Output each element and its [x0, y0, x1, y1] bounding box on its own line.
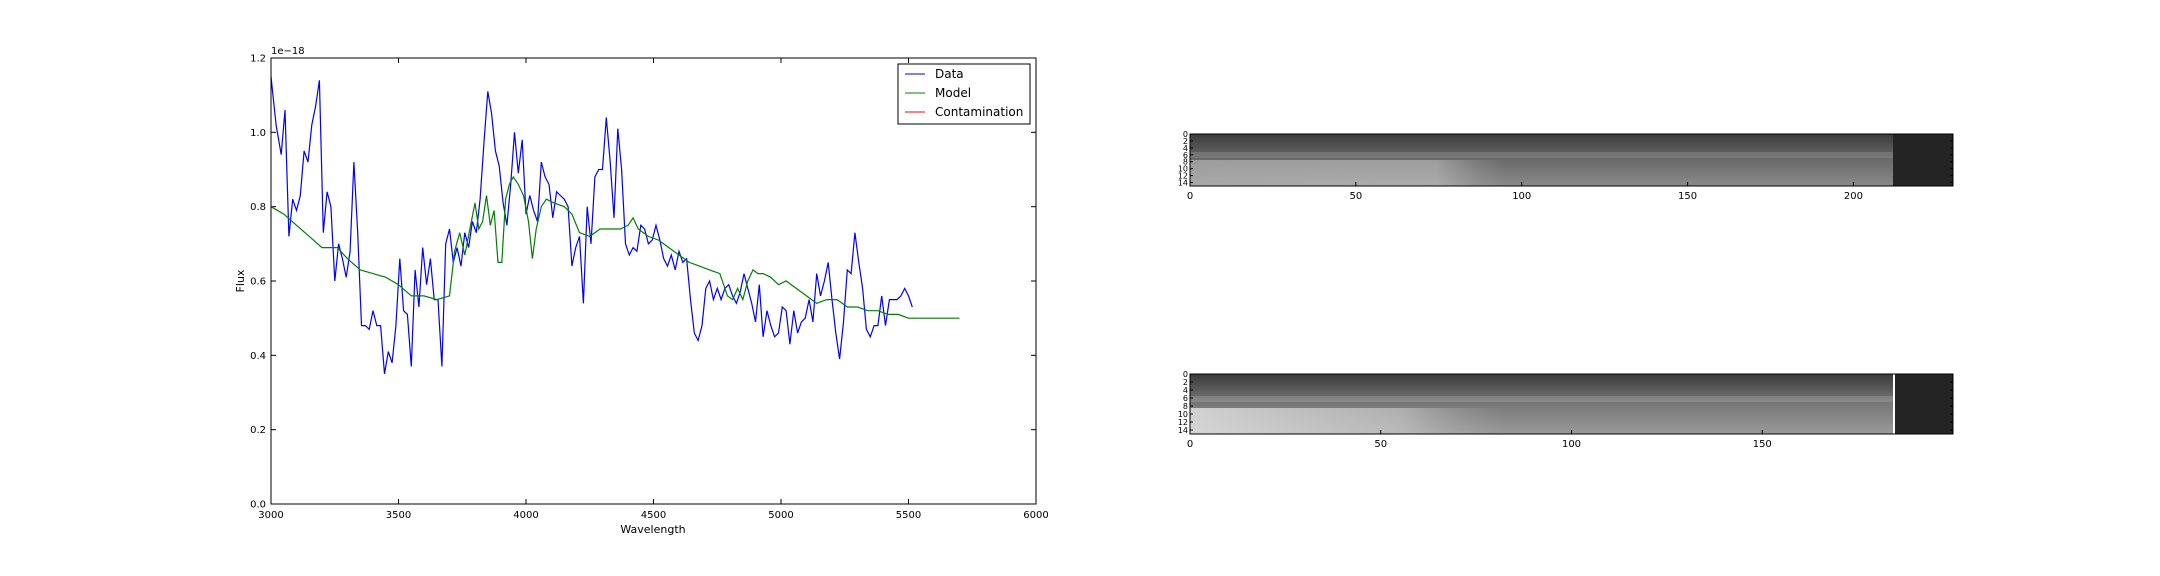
- y-tick-label: 0.2: [250, 425, 266, 436]
- x-tick-label: 5000: [768, 510, 793, 521]
- y-axis-label: Flux: [234, 269, 247, 292]
- image-x-tick-label: 50: [1374, 439, 1387, 450]
- y-tick-label: 0.6: [250, 277, 266, 288]
- y-tick-label: 0.4: [250, 351, 266, 362]
- upper-image-glow: [1190, 160, 1893, 186]
- image-y-tick-label: 14: [1178, 179, 1188, 188]
- y-tick-label: 1.2: [250, 54, 266, 65]
- image-y-tick-label: 10: [1178, 410, 1188, 419]
- x-tick-label: 3000: [258, 510, 283, 521]
- image-x-tick-label: 50: [1350, 191, 1363, 202]
- spectrum-series: [270, 76, 960, 375]
- y-tick-label: 0.0: [250, 500, 266, 511]
- legend-label-data: Data: [935, 67, 964, 81]
- lower-image-faint-band: [1190, 396, 1893, 402]
- upper-image-dark-edge: [1893, 134, 1953, 186]
- series-line-model: [270, 175, 960, 319]
- spectrum-ticks: 3000 3500 4000 4500 5000 5500 6000 0.0 0.2 0.4 0.6…: [250, 54, 1049, 522]
- y-tick-label: 1.0: [250, 128, 266, 139]
- legend-label-contamination: Contamination: [935, 105, 1023, 119]
- image-y-tick-label: 8: [1183, 402, 1188, 411]
- image-x-tick-label: 0: [1187, 439, 1193, 450]
- image-y-tick-label: 4: [1183, 386, 1188, 395]
- image-y-tick-label: 14: [1178, 426, 1188, 435]
- image-y-tick-label: 0: [1183, 370, 1188, 379]
- upper-image-faint-band: [1190, 152, 1893, 158]
- image-y-tick-label: 4: [1183, 144, 1188, 153]
- x-axis-label: Wavelength: [620, 523, 685, 536]
- image-y-tick-label: 8: [1183, 158, 1188, 167]
- x-tick-label: 4000: [513, 510, 538, 521]
- image-x-tick-label: 150: [1753, 439, 1772, 450]
- image-x-tick-label: 100: [1512, 191, 1531, 202]
- legend: Data Model Contamination: [897, 63, 1031, 125]
- image-y-tick-label: 10: [1178, 165, 1188, 174]
- y-offset-text: 1e−18: [271, 46, 305, 57]
- x-tick-label: 3500: [386, 510, 411, 521]
- image-x-tick-label: 0: [1187, 191, 1193, 202]
- y-tick-label: 0.8: [250, 202, 266, 213]
- upper-image-frame: [1189, 133, 1954, 187]
- x-tick-label: 4500: [641, 510, 666, 521]
- x-tick-label: 5500: [896, 510, 921, 521]
- image-y-tick-label: 6: [1183, 394, 1188, 403]
- image-y-tick-label: 0: [1183, 130, 1188, 139]
- image-y-tick-label: 2: [1183, 137, 1188, 146]
- image-y-tick-label: 2: [1183, 378, 1188, 387]
- x-tick-label: 6000: [1023, 510, 1048, 521]
- image-y-tick-label: 6: [1183, 151, 1188, 160]
- image-y-tick-label: 12: [1178, 418, 1188, 427]
- image-x-tick-label: 200: [1844, 191, 1863, 202]
- image-y-tick-label: 12: [1178, 172, 1188, 181]
- spectrum-panel: 3000 3500 4000 4500 5000 5500 6000 0.0 0.2 0.4 0.6…: [234, 46, 1049, 536]
- spectrum-axes-frame: [270, 57, 1037, 505]
- image-x-tick-label: 100: [1562, 439, 1581, 450]
- image-x-tick-label: 150: [1678, 191, 1697, 202]
- legend-label-model: Model: [935, 86, 971, 100]
- lower-image-dark-edge: [1895, 374, 1953, 434]
- series-line-data: [270, 76, 913, 375]
- lower-image-glow: [1190, 408, 1893, 434]
